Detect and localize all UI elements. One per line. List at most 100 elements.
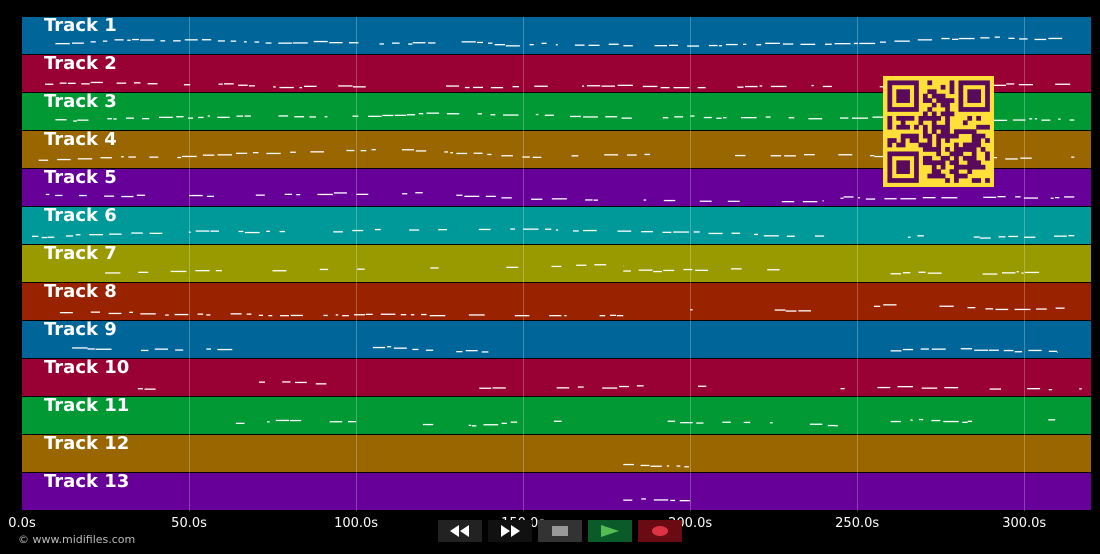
midi-note	[490, 87, 504, 89]
track-lane: Track 5	[22, 169, 1091, 207]
midi-note	[1029, 118, 1033, 120]
midi-note	[280, 315, 289, 317]
midi-note	[1055, 307, 1065, 309]
midi-note	[604, 154, 619, 156]
midi-note	[586, 85, 601, 87]
midi-note	[140, 313, 156, 315]
midi-note	[802, 201, 818, 203]
midi-note	[244, 231, 260, 234]
fast-forward-icon	[501, 525, 520, 537]
midi-note	[429, 315, 446, 317]
midi-note	[165, 314, 169, 316]
midi-note	[487, 153, 492, 156]
note-roll	[32, 228, 1075, 239]
midi-note	[295, 381, 307, 384]
note-roll	[45, 192, 1075, 203]
track-lane: Track 7	[22, 245, 1091, 283]
midi-note	[840, 197, 844, 199]
record-icon	[652, 526, 668, 536]
midi-note	[217, 348, 233, 351]
midi-note	[183, 84, 191, 86]
midi-note	[763, 235, 779, 237]
midi-note	[127, 39, 131, 41]
midi-note	[176, 116, 184, 118]
midi-note	[555, 44, 558, 46]
midi-note	[503, 114, 519, 116]
midi-note	[309, 116, 316, 118]
midi-note	[400, 314, 407, 316]
midi-note	[72, 347, 88, 349]
midi-note	[238, 84, 248, 86]
play-button[interactable]	[588, 520, 632, 542]
midi-note	[406, 114, 416, 116]
midi-note	[510, 421, 518, 423]
midi-note	[952, 38, 959, 40]
midi-note	[544, 114, 554, 116]
midi-note	[784, 155, 796, 157]
track-lane: Track 10	[22, 359, 1091, 397]
midi-note	[284, 193, 292, 195]
midi-note	[438, 229, 447, 231]
midi-note	[304, 85, 317, 87]
midi-note	[55, 43, 70, 45]
stop-button[interactable]	[538, 520, 582, 542]
midi-note	[983, 196, 997, 198]
record-button[interactable]	[638, 520, 682, 542]
midi-note	[142, 118, 150, 120]
midi-note	[808, 118, 823, 120]
transport-controls	[438, 520, 682, 542]
midi-note	[551, 265, 562, 268]
midi-note	[653, 270, 662, 273]
midi-note	[809, 423, 823, 425]
midi-note	[927, 272, 942, 274]
midi-note	[1068, 235, 1075, 237]
midi-note	[488, 42, 493, 44]
midi-note	[627, 154, 637, 156]
midi-note	[289, 419, 302, 422]
midi-note	[348, 421, 357, 423]
midi-note	[195, 230, 210, 232]
midi-note	[623, 45, 633, 47]
midi-note	[571, 155, 579, 157]
midi-note	[974, 349, 988, 351]
midi-note	[890, 350, 902, 352]
midi-note	[774, 309, 786, 311]
midi-note	[1002, 272, 1016, 274]
midi-note	[294, 116, 305, 118]
midi-note	[693, 231, 700, 233]
midi-note	[177, 156, 181, 159]
midi-note	[512, 86, 519, 88]
track-label: Track 1	[44, 17, 117, 36]
midi-note	[323, 314, 328, 317]
midi-note	[126, 117, 134, 119]
midi-note	[549, 315, 562, 317]
midi-note	[392, 42, 400, 44]
midi-note	[741, 117, 757, 119]
midi-note	[680, 422, 693, 424]
rewind-button[interactable]	[438, 520, 482, 542]
midi-note	[505, 45, 520, 47]
midi-note	[73, 120, 77, 122]
midi-note	[683, 268, 693, 271]
midi-note	[128, 156, 136, 158]
track-lane: Track 12	[22, 435, 1091, 473]
midi-note	[275, 419, 290, 422]
midi-note	[266, 152, 281, 155]
midi-note	[55, 194, 63, 197]
midi-note	[822, 200, 824, 202]
midi-note	[113, 118, 117, 120]
midi-note	[917, 39, 933, 41]
midi-note	[900, 198, 917, 200]
midi-note	[154, 348, 168, 350]
midi-note	[663, 199, 676, 202]
midi-note	[1008, 235, 1019, 238]
midi-note	[1027, 388, 1041, 390]
midi-note	[81, 83, 90, 85]
midi-note	[920, 348, 929, 350]
note-roll	[623, 463, 689, 468]
midi-note	[258, 314, 263, 316]
midi-note	[574, 44, 585, 46]
fast-forward-button[interactable]	[488, 520, 532, 542]
midi-note	[255, 194, 265, 196]
midi-note	[690, 115, 695, 117]
